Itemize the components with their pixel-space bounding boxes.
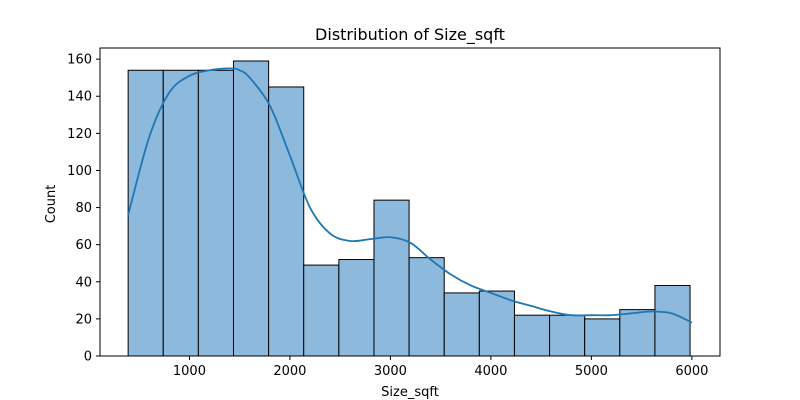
y-tick-label: 40	[75, 275, 92, 290]
kde-curve	[127, 67, 693, 324]
y-tick-label: 160	[67, 53, 92, 68]
histogram-bar	[162, 69, 199, 357]
y-tick-label: 140	[67, 90, 92, 105]
x-tick-label: 3000	[374, 364, 407, 379]
y-tick-label: 20	[75, 312, 92, 327]
histogram-bar	[443, 292, 480, 357]
y-tick-label: 0	[84, 350, 92, 365]
histogram-bar	[232, 60, 270, 357]
x-tick-label: 4000	[474, 364, 507, 379]
y-tick-label: 60	[75, 238, 92, 253]
chart-title: Distribution of Size_sqft	[315, 25, 505, 45]
x-axis-label: Size_sqft	[381, 385, 439, 400]
y-tick-label: 80	[75, 201, 92, 216]
histogram-bar	[338, 259, 375, 357]
y-tick-label: 100	[67, 164, 92, 179]
x-tick-label: 5000	[575, 364, 608, 379]
histogram-bar	[513, 314, 551, 357]
x-tick-label: 6000	[675, 364, 708, 379]
plot-frame	[99, 47, 721, 357]
histogram-bar	[478, 290, 515, 357]
y-tick-label: 120	[67, 127, 92, 142]
histogram-bar	[619, 309, 656, 357]
histogram-bar	[303, 264, 340, 357]
histogram-bar	[549, 314, 586, 357]
histogram-bar	[373, 199, 410, 357]
x-tick-label: 1000	[173, 364, 206, 379]
histogram-bar	[584, 318, 621, 357]
plot-area: 1000 2000 3000 4000 5000 6000 0 20 40 60 80 100 120 1…	[67, 47, 721, 379]
histogram-bar	[408, 257, 445, 357]
histogram-bar	[654, 284, 691, 357]
x-tick-label: 2000	[273, 364, 306, 379]
histogram-bar	[197, 69, 234, 357]
y-axis-label: Count	[44, 185, 59, 224]
histogram-bar	[268, 86, 305, 357]
histogram-bar	[127, 69, 164, 357]
